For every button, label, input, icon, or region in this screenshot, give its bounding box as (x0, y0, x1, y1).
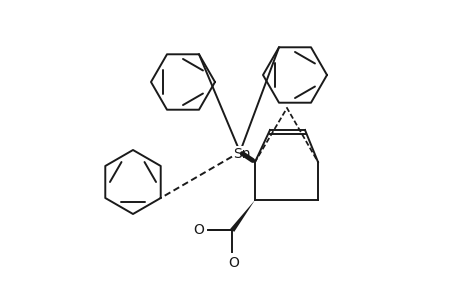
Polygon shape (230, 200, 254, 232)
Text: Sn: Sn (233, 147, 250, 161)
Text: O: O (227, 256, 238, 270)
Text: O: O (193, 224, 204, 237)
